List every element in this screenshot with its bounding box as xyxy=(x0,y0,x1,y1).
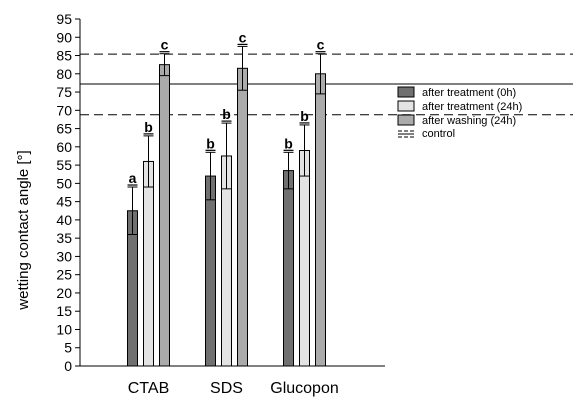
y-axis xyxy=(79,19,385,367)
legend-label: after treatment (24h) xyxy=(422,101,522,113)
legend-swatch xyxy=(397,86,415,98)
bar xyxy=(299,149,310,367)
y-tick-label: 85 xyxy=(56,48,72,64)
y-tick-label: 25 xyxy=(56,267,72,283)
bar xyxy=(283,170,294,367)
category-label: Glucopon xyxy=(270,380,339,397)
significance-letter: c xyxy=(161,37,169,53)
significance-letter: b xyxy=(300,108,309,124)
category-label: CTAB xyxy=(128,380,169,397)
y-ticks: 0 5 10 15 20 25 30 35 40 45 50 55 60 65 70 75 80 85 90 95 xyxy=(56,11,80,374)
significance-letter: c xyxy=(239,29,247,45)
bar xyxy=(143,160,154,367)
significance-letter: a xyxy=(129,170,137,186)
y-tick-label: 70 xyxy=(56,102,72,118)
bar xyxy=(315,73,326,367)
y-tick-label: 45 xyxy=(56,194,72,210)
bar xyxy=(237,67,248,367)
significance-letter: b xyxy=(206,135,215,151)
y-tick-label: 65 xyxy=(56,121,72,137)
y-tick-label: 40 xyxy=(56,212,72,228)
significance-letter: c xyxy=(317,37,325,53)
y-axis-title: wetting contact angle [°] xyxy=(15,150,32,310)
y-tick-label: 0 xyxy=(64,358,72,374)
significance-letter: b xyxy=(222,106,231,122)
legend-label: after treatment (0h) xyxy=(422,87,516,99)
y-tick-label: 55 xyxy=(56,157,72,173)
legend-swatch xyxy=(397,100,415,112)
y-tick-label: 90 xyxy=(56,29,72,45)
y-tick-label: 95 xyxy=(56,11,72,27)
bar xyxy=(205,175,216,367)
y-tick-label: 50 xyxy=(56,175,72,191)
legend-swatch xyxy=(397,114,415,126)
significance-letter: b xyxy=(284,135,293,151)
legend-label: control xyxy=(422,128,455,140)
y-tick-label: 35 xyxy=(56,230,72,246)
y-tick-label: 20 xyxy=(56,285,72,301)
significance-letter: b xyxy=(144,119,153,135)
category-label: SDS xyxy=(210,380,243,397)
y-tick-label: 10 xyxy=(56,321,72,337)
y-tick-label: 60 xyxy=(56,139,72,155)
y-tick-label: 5 xyxy=(64,340,72,356)
bar xyxy=(159,64,170,367)
category-labels: CTAB SDS Glucopon xyxy=(128,380,339,397)
legend-label: after washing (24h) xyxy=(422,115,516,127)
y-tick-label: 75 xyxy=(56,84,72,100)
legend: after treatment (0h) after treatment (24h… xyxy=(397,86,522,140)
y-tick-label: 30 xyxy=(56,248,72,264)
y-tick-label: 80 xyxy=(56,66,72,82)
y-tick-label: 15 xyxy=(56,303,72,319)
